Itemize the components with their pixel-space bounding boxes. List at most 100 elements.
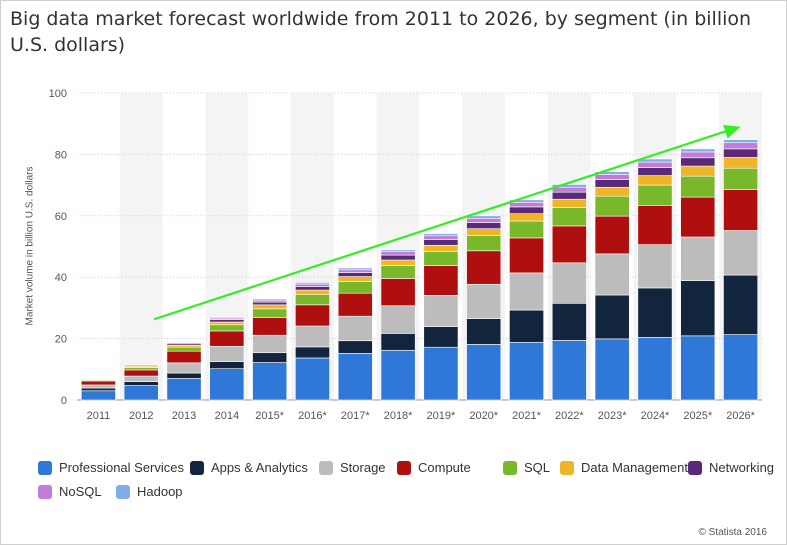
bar-segment-compute: [509, 237, 544, 274]
bar-segment-apps-analytics: [509, 309, 544, 343]
x-tick-label: 2013: [172, 410, 196, 422]
bar-segment-professional-services: [380, 349, 416, 401]
bar-segment-networking: [551, 191, 587, 200]
bar-segment-networking: [337, 272, 373, 277]
bar-segment-storage: [252, 334, 288, 354]
bar-segment-data-management: [509, 213, 544, 222]
bar-segment-professional-services: [594, 338, 630, 401]
bar-segment-networking: [509, 206, 544, 214]
legend-label: Storage: [340, 460, 386, 475]
bar-segment-hadoop: [252, 298, 288, 301]
legend-item[interactable]: Apps & Analytics: [190, 460, 308, 475]
bar-segment-storage: [380, 305, 416, 334]
legend-label: Professional Services: [59, 460, 184, 475]
bar-segment-sql: [423, 251, 459, 266]
x-tick-label: 2014: [215, 410, 239, 422]
x-tick-label: 2011: [87, 410, 111, 422]
legend-label: Apps & Analytics: [211, 460, 308, 475]
bar-segment-nosql: [637, 161, 673, 168]
legend-swatch: [503, 460, 517, 475]
bar-segment-apps-analytics: [252, 352, 288, 363]
bar-segment-data-management: [723, 157, 759, 169]
bar-segment-compute: [80, 380, 116, 386]
bar-segment-compute: [252, 317, 288, 336]
bar-segment-apps-analytics: [295, 346, 330, 359]
bar-segment-sql: [509, 220, 544, 239]
bar-segment-storage: [166, 362, 202, 374]
bar-segment-networking: [723, 148, 759, 158]
bar-segment-storage: [551, 262, 587, 304]
bar-segment-nosql: [680, 151, 716, 159]
legend-swatch: [116, 484, 130, 499]
bar-segment-compute: [466, 250, 502, 285]
bar-segment-data-management: [380, 259, 416, 266]
bar-segment-apps-analytics: [123, 381, 159, 386]
bar-segment-compute: [337, 292, 373, 317]
bar-segment-networking: [252, 301, 288, 306]
bar-segment-nosql: [594, 174, 630, 180]
bar-segment-nosql: [466, 217, 502, 223]
bar-segment-storage: [337, 315, 373, 342]
bar-segment-data-management: [594, 186, 630, 197]
bar-segment-nosql: [295, 283, 330, 287]
bar-segment-professional-services: [466, 344, 502, 401]
bar-segment-storage: [80, 384, 116, 389]
bar-segment-sql: [123, 367, 159, 371]
bar-segment-compute: [551, 225, 587, 264]
bar-segment-networking: [637, 167, 673, 176]
bar-segment-apps-analytics: [594, 294, 630, 340]
y-tick-label: 60: [55, 211, 67, 223]
bar-segment-sql: [637, 184, 673, 206]
bar-segment-storage: [723, 230, 759, 276]
bar-segment-networking: [466, 222, 502, 229]
legend-item[interactable]: Professional Services: [38, 460, 184, 475]
bar-segment-compute: [680, 196, 716, 238]
trend-arrow-head: [723, 125, 741, 139]
bar-segment-sql: [337, 281, 373, 294]
x-tick-label: 2020*: [469, 410, 498, 422]
legend-label: SQL: [524, 460, 551, 475]
bar-segment-hadoop: [209, 316, 245, 319]
bar-segment-professional-services: [295, 357, 330, 401]
bar-segment-nosql: [723, 142, 759, 150]
legend-item[interactable]: Networking: [688, 460, 774, 475]
bar-segment-hadoop: [295, 282, 330, 285]
bar-segment-storage: [123, 375, 159, 382]
bar-segment-apps-analytics: [680, 280, 716, 337]
bar-segment-professional-services: [723, 334, 759, 401]
x-tick-label: 2017*: [341, 410, 370, 422]
legend-item[interactable]: Data Management: [560, 460, 688, 475]
legend-label: Data Management: [581, 460, 688, 475]
bar-segment-professional-services: [509, 341, 544, 401]
bar-segment-nosql: [509, 201, 544, 208]
trend-arrow-line: [153, 128, 731, 321]
bar-segment-professional-services: [209, 368, 245, 401]
bar-segment-professional-services: [337, 353, 373, 401]
bar-segment-professional-services: [123, 385, 159, 401]
bar-segment-networking: [594, 179, 630, 188]
legend-item[interactable]: NoSQL: [38, 484, 102, 499]
bar-segment-hadoop: [551, 184, 587, 188]
column-band: [119, 93, 163, 400]
x-tick-label: 2015*: [255, 410, 284, 422]
legend-item[interactable]: SQL: [503, 460, 550, 475]
x-tick-label: 2026*: [726, 410, 755, 422]
x-tick-label: 2019*: [427, 410, 456, 422]
bar-segment-professional-services: [551, 340, 587, 401]
bar-segment-sql: [166, 346, 202, 352]
y-tick-label: 20: [55, 334, 67, 346]
bar-segment-nosql: [551, 186, 587, 193]
x-tick-label: 2023*: [598, 410, 627, 422]
x-tick-label: 2021*: [512, 410, 541, 422]
bar-segment-apps-analytics: [80, 387, 116, 392]
legend-item[interactable]: Storage: [319, 460, 386, 475]
legend-label: Networking: [709, 460, 775, 475]
legend-item[interactable]: Hadoop: [116, 484, 183, 499]
legend-item[interactable]: Compute: [397, 460, 471, 475]
bar-segment-sql: [723, 167, 759, 191]
bar-segment-professional-services: [637, 337, 673, 401]
bar-segment-data-management: [680, 165, 716, 177]
x-tick-label: 2025*: [683, 410, 712, 422]
bar-segment-storage: [295, 325, 330, 348]
bar-segment-hadoop: [337, 267, 373, 271]
